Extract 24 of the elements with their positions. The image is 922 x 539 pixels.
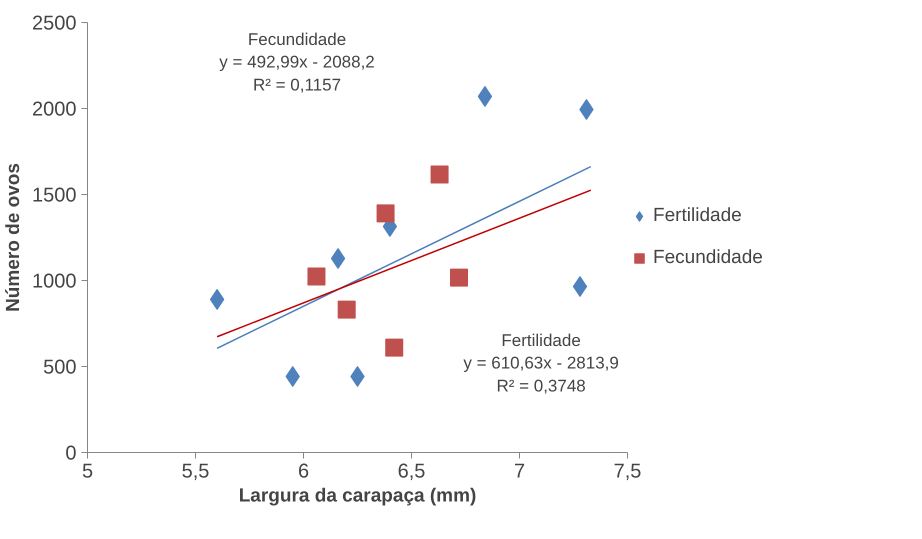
y-tick-label: 500 <box>43 356 77 378</box>
y-tick-label: 0 <box>65 442 76 464</box>
x-tick-label: 6 <box>298 460 310 482</box>
x-axis-title: Largura da carapaça (mm) <box>238 486 476 506</box>
x-tick-label: 6,5 <box>398 460 426 482</box>
y-axis-title: Número de ovos <box>3 163 24 312</box>
y-tick-label: 2000 <box>32 98 77 120</box>
point <box>450 268 468 287</box>
point <box>376 204 395 222</box>
point <box>385 338 404 357</box>
legend-label: Fecundidade <box>653 247 763 269</box>
y-tick-label: 2500 <box>32 12 77 34</box>
x-tick-label: 7 <box>514 460 526 482</box>
annotation: Fecundidade y = 492,99x - 2088,2 R² = 0,1157 <box>219 30 375 94</box>
x-tick-label: 5 <box>82 460 94 482</box>
annotation: Fertilidade y = 610,63x - 2813,9 R² = 0,3748 <box>463 330 619 396</box>
point <box>338 300 356 319</box>
point <box>307 268 326 286</box>
y-tick-label: 1500 <box>32 184 77 206</box>
legend-label: Fertilidade <box>653 205 742 227</box>
x-tick-label: 7,5 <box>614 460 642 482</box>
point <box>430 166 449 184</box>
y-tick-label: 1000 <box>32 270 77 292</box>
x-tick-label: 5,5 <box>182 460 210 482</box>
